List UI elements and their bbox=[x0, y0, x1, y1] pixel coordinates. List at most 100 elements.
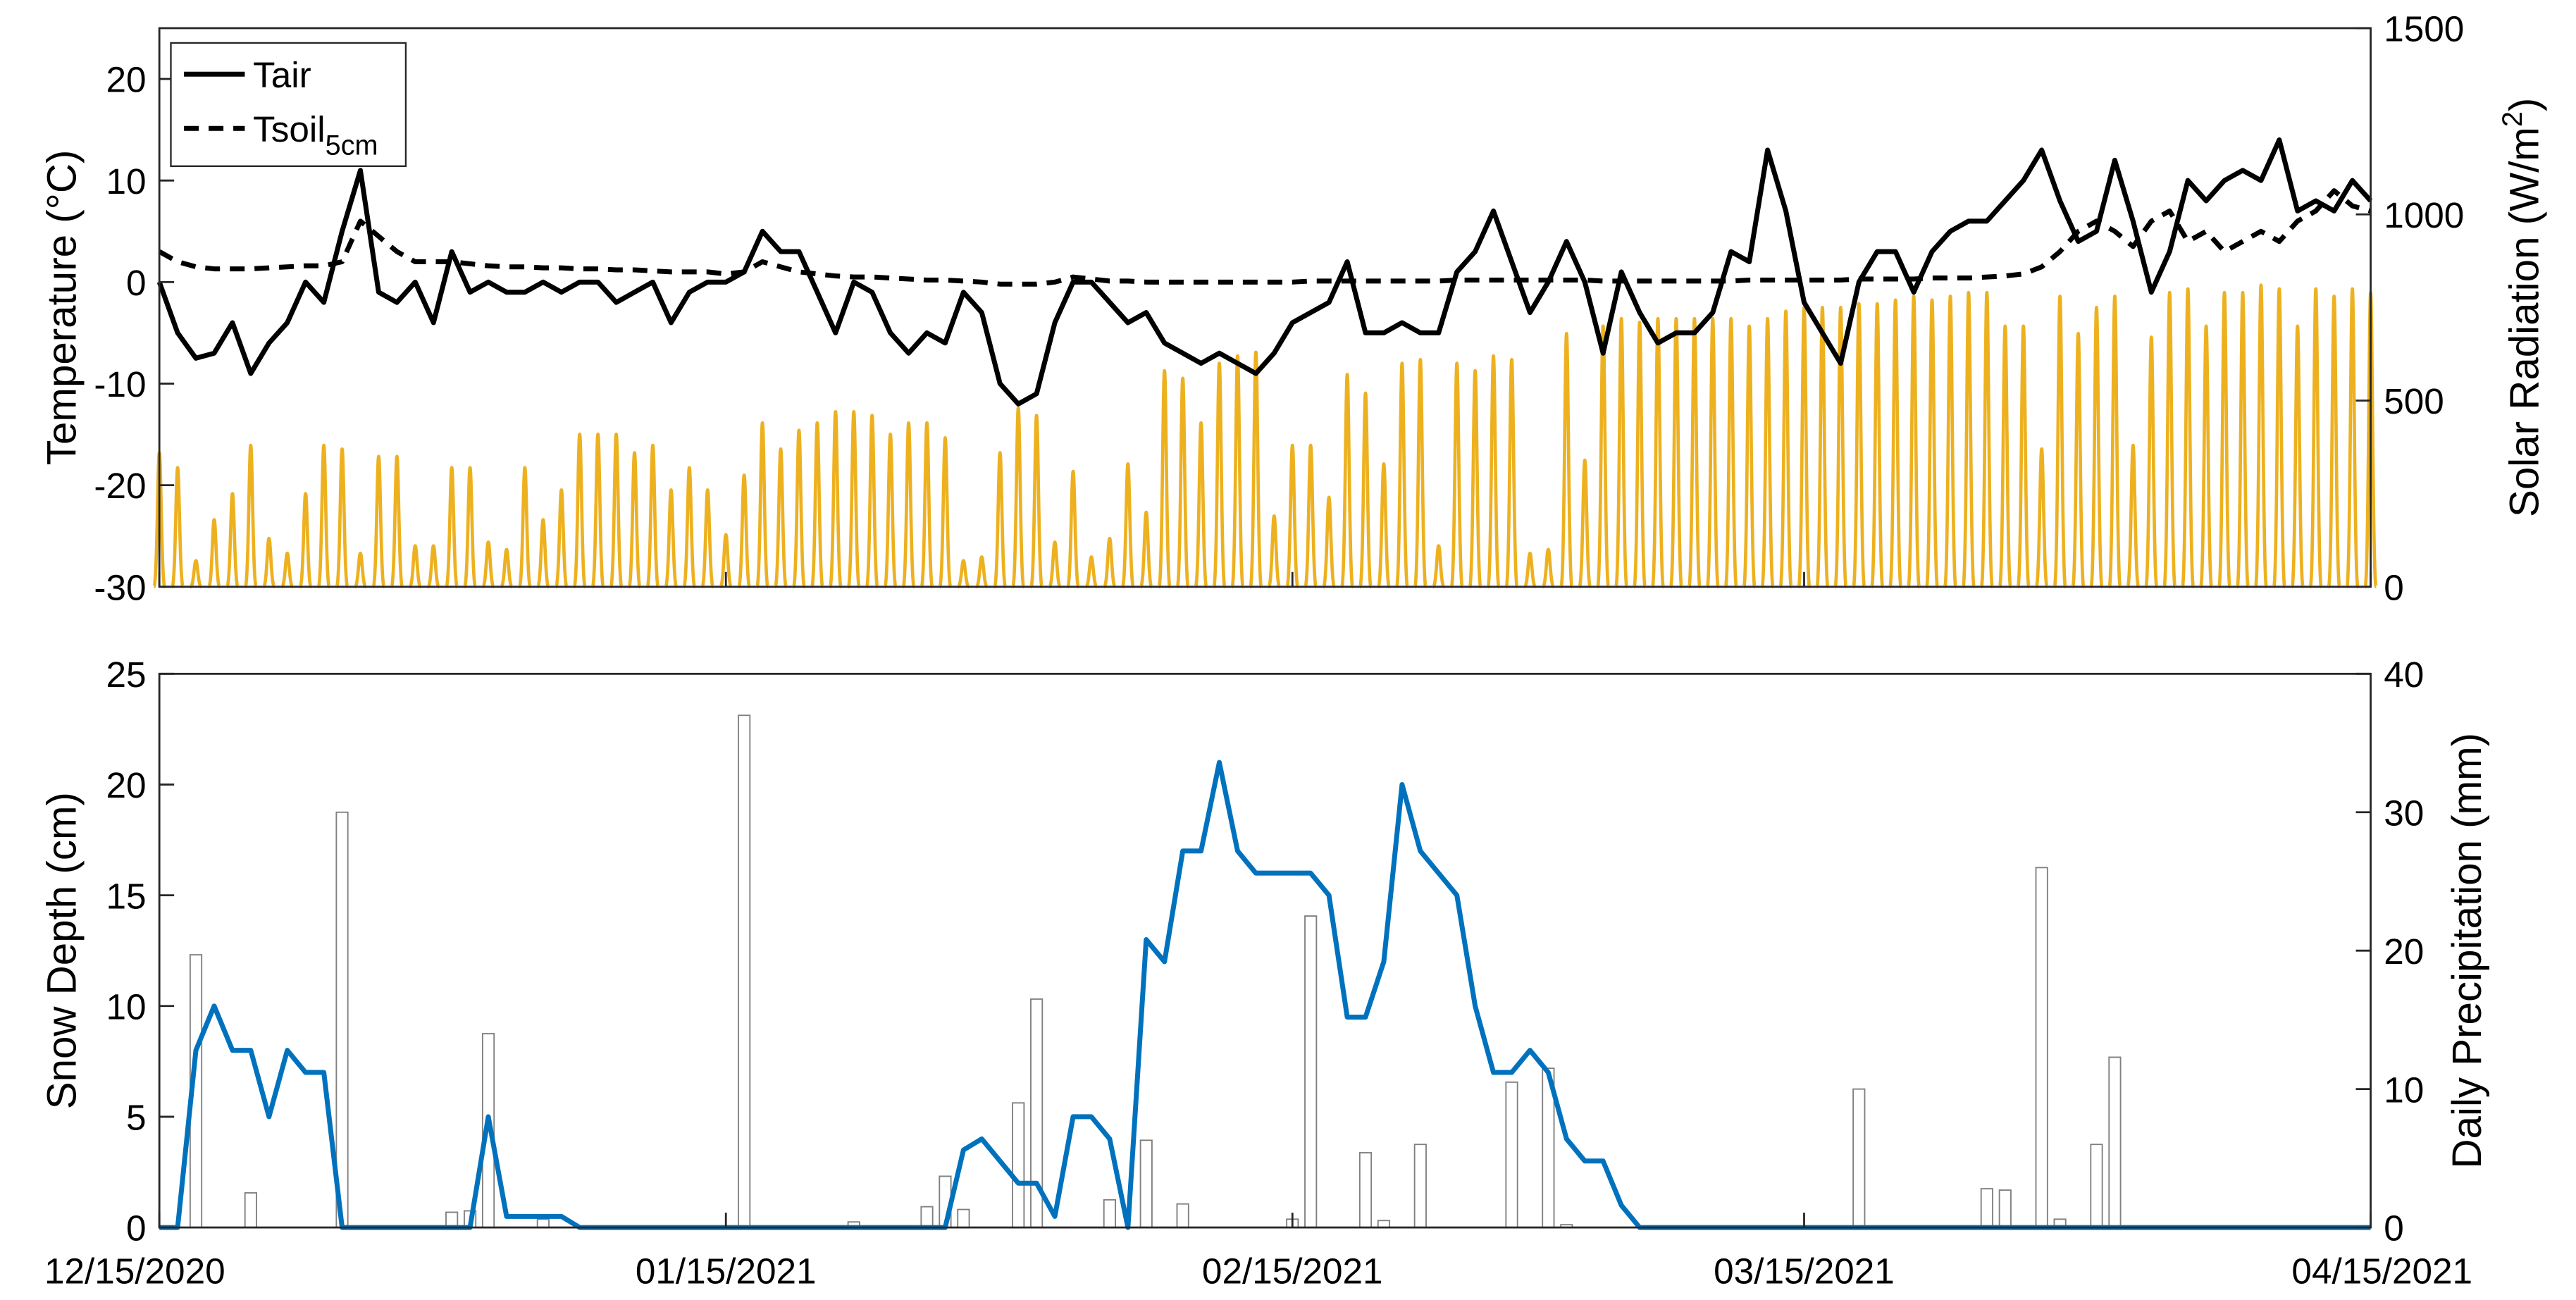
solar-spike bbox=[1029, 414, 1044, 589]
solar-spike bbox=[1833, 305, 1848, 589]
solar-spike bbox=[1961, 290, 1976, 589]
solar-spike bbox=[1650, 316, 1666, 589]
solar-spike bbox=[2308, 287, 2323, 589]
solar-spike bbox=[1705, 316, 1720, 589]
solar-spike bbox=[298, 492, 313, 589]
solar-spike bbox=[554, 488, 569, 589]
solar-spike bbox=[1212, 361, 1227, 589]
solar-spike bbox=[773, 447, 788, 589]
solar-spike bbox=[2235, 290, 2250, 589]
solar-spike bbox=[1614, 316, 1629, 589]
precip-bar bbox=[536, 1218, 550, 1229]
precip-bar bbox=[920, 1206, 934, 1229]
solar-spike bbox=[919, 421, 934, 589]
solar-spike bbox=[1304, 443, 1318, 589]
solar-spike bbox=[445, 466, 459, 589]
solar-spike bbox=[2345, 287, 2360, 589]
solar-spike bbox=[719, 533, 733, 589]
solar-spike bbox=[901, 421, 916, 589]
solar-spike bbox=[2181, 287, 2196, 589]
solar-spike bbox=[1723, 316, 1738, 589]
precip-bar bbox=[2108, 1056, 2122, 1229]
y-tick-label: 5 bbox=[126, 1098, 147, 1138]
precip-bar bbox=[1852, 1088, 1866, 1229]
precip-bar bbox=[1413, 1144, 1427, 1229]
solar-spike bbox=[993, 451, 1008, 589]
panel: 0 5 10 15 20 25 0 10 20 30 40 12/15/2020 01/15/2021 0… bbox=[39, 655, 2490, 1291]
y-tick-label: 25 bbox=[106, 655, 146, 695]
y2-tick-label: 0 bbox=[2384, 567, 2404, 607]
solar-spike bbox=[1175, 376, 1190, 589]
solar-spike bbox=[1559, 331, 1574, 589]
precip-bar bbox=[335, 811, 349, 1229]
precip-bar bbox=[2035, 867, 2048, 1229]
solar-spike bbox=[2327, 295, 2341, 589]
precip-bar bbox=[738, 714, 751, 1229]
solar-spike bbox=[1486, 354, 1501, 589]
solar-spike bbox=[261, 536, 276, 589]
precip-bar bbox=[1980, 1188, 1993, 1229]
solar-spike bbox=[1888, 298, 1903, 589]
solar-spike bbox=[1870, 302, 1885, 589]
precip-bar bbox=[1358, 1152, 1373, 1229]
solar-spike bbox=[883, 432, 898, 589]
solar-spike bbox=[188, 559, 204, 589]
solar-spike bbox=[1047, 540, 1063, 589]
y-axis-label: Snow Depth (cm) bbox=[39, 792, 85, 1109]
solar-spike bbox=[1102, 536, 1117, 589]
series-line bbox=[158, 188, 2372, 287]
solar-spike bbox=[1394, 361, 1409, 589]
solar-spike bbox=[1979, 290, 1994, 589]
y-tick-label: -10 bbox=[94, 364, 146, 404]
solar-spike bbox=[1742, 324, 1757, 589]
solar-spike bbox=[335, 447, 349, 589]
x-tick-label: 01/15/2021 bbox=[636, 1251, 817, 1291]
solar-spike bbox=[2199, 324, 2214, 589]
precip-bar bbox=[1998, 1189, 2012, 1229]
x-tick-label: 12/15/2020 bbox=[44, 1251, 225, 1291]
solar-spike bbox=[426, 544, 441, 589]
solar-spike bbox=[1596, 324, 1611, 589]
precip-bar bbox=[957, 1208, 970, 1229]
solar-spike bbox=[1468, 369, 1482, 589]
solar-spike bbox=[1065, 469, 1081, 589]
solar-spike bbox=[1687, 316, 1702, 589]
y-axis-label: Temperature (°C) bbox=[39, 150, 85, 466]
y2-tick-label: 1000 bbox=[2384, 195, 2464, 235]
solar-spike bbox=[2089, 305, 2104, 589]
y-tick-label: -30 bbox=[94, 567, 146, 607]
legend-box bbox=[170, 42, 407, 168]
solar-spike bbox=[280, 551, 295, 589]
legend-label: Tair bbox=[253, 55, 311, 95]
solar-spike bbox=[225, 492, 240, 589]
solar-spike bbox=[462, 466, 478, 589]
y2-tick-label: 1500 bbox=[2384, 9, 2464, 49]
legend-label: Tsoil5cm bbox=[253, 109, 378, 161]
solar-spike bbox=[1632, 321, 1647, 589]
solar-spike bbox=[2253, 283, 2269, 589]
y-tick-label: -20 bbox=[94, 466, 146, 506]
y2-tick-label: 30 bbox=[2384, 793, 2424, 833]
solar-spike bbox=[1504, 357, 1519, 589]
x-tick-label: 02/15/2021 bbox=[1202, 1251, 1383, 1291]
solar-spike bbox=[2144, 335, 2159, 589]
precip-bar bbox=[1176, 1203, 1189, 1229]
y2-tick-label: 40 bbox=[2384, 655, 2424, 695]
y-tick-label: 10 bbox=[106, 986, 146, 1027]
y-tick-label: 15 bbox=[106, 876, 146, 916]
solar-spike bbox=[2071, 331, 2086, 589]
solar-spike bbox=[1852, 302, 1866, 589]
solar-spike bbox=[2034, 447, 2049, 589]
solar-spike bbox=[1778, 309, 1793, 589]
solar-spike bbox=[590, 432, 605, 589]
solar-spike bbox=[791, 428, 807, 589]
solar-spike bbox=[390, 454, 404, 589]
solar-spike bbox=[846, 409, 861, 589]
precip-bar bbox=[1505, 1081, 1518, 1229]
solar-spike bbox=[1578, 458, 1592, 589]
solar-spike bbox=[1431, 544, 1446, 589]
precip-bar bbox=[1139, 1139, 1153, 1229]
y-tick-label: 0 bbox=[126, 1208, 147, 1249]
precip-bar bbox=[244, 1192, 257, 1229]
solar-spike bbox=[408, 544, 423, 589]
